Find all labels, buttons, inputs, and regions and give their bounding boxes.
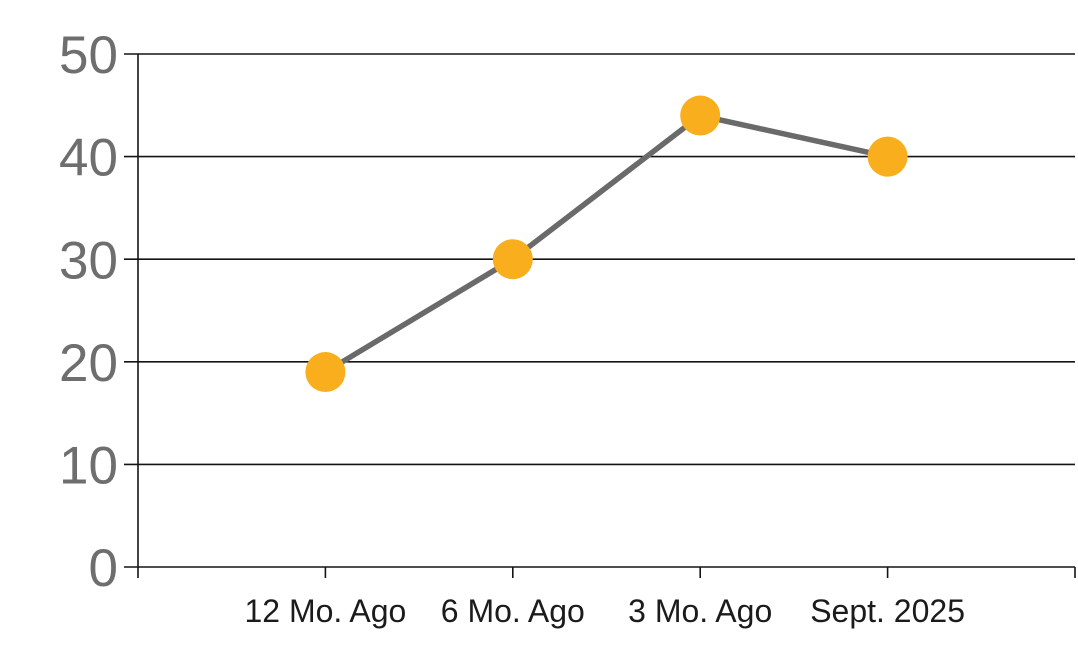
x-tick-label: 12 Mo. Ago: [244, 593, 406, 629]
y-tick-label: 50: [59, 26, 118, 85]
data-point-marker: [867, 136, 908, 177]
y-tick-label: 40: [59, 129, 118, 188]
series-line: [323, 112, 889, 375]
data-point-marker: [305, 352, 346, 393]
y-tick-label: 0: [89, 539, 118, 598]
y-tick-label: 10: [59, 436, 118, 495]
data-point-marker: [680, 95, 721, 136]
data-point-marker: [492, 239, 533, 280]
y-tick-label: 20: [59, 334, 118, 393]
x-tick-label: Sept. 2025: [810, 593, 965, 629]
x-tick-label: 3 Mo. Ago: [628, 593, 772, 629]
y-tick-label: 30: [59, 231, 118, 290]
x-tick-label: 6 Mo. Ago: [441, 593, 585, 629]
